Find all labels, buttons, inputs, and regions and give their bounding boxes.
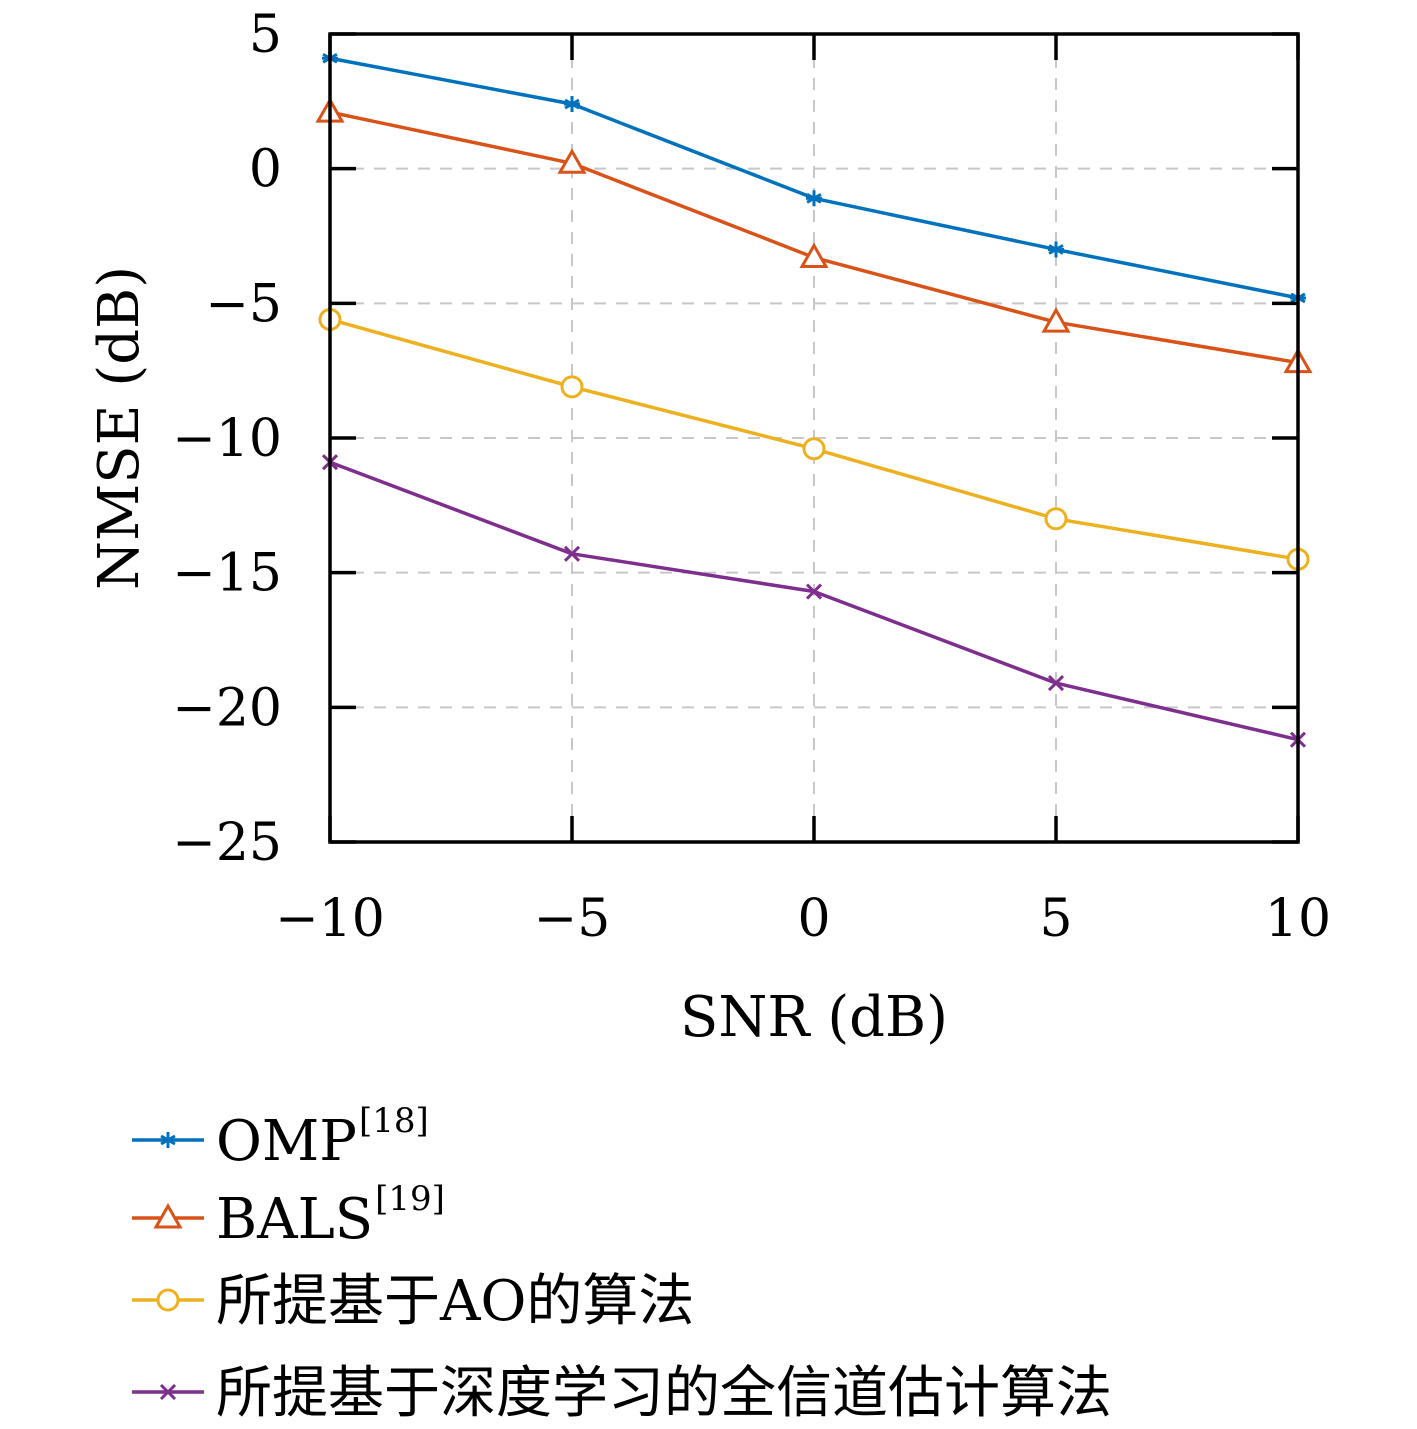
legend-item-4: 所提基于深度学习的全信道估计算法 xyxy=(132,1361,1112,1426)
data-point-series-3 xyxy=(1044,507,1068,531)
data-point-series-3 xyxy=(560,375,584,399)
legend-item-2: BALS [19] xyxy=(132,1179,445,1252)
data-point-series-2 xyxy=(799,242,829,269)
legend-reference: [19] xyxy=(375,1179,445,1219)
y-tick-label: 5 xyxy=(249,5,282,65)
data-point-series-4 xyxy=(563,545,581,562)
y-tick-label: −25 xyxy=(172,813,282,873)
tick-marks xyxy=(328,32,1300,844)
x-tick-label: −10 xyxy=(275,889,385,949)
y-tick-label: −10 xyxy=(172,409,282,469)
data-point-series-4 xyxy=(1047,675,1065,692)
tick-labels: −10 −5 0 5 10 5 0 −5 −10 −15 −20 −25 xyxy=(172,5,1331,949)
data-point-series-1 xyxy=(806,190,822,207)
y-tick-label: −5 xyxy=(205,274,282,334)
x-tick-label: −5 xyxy=(534,889,611,949)
x-tick-label: 5 xyxy=(1039,889,1072,949)
x-tick-label: 0 xyxy=(797,889,830,949)
x-tick-label: 10 xyxy=(1265,889,1331,949)
legend-marker xyxy=(159,1383,177,1401)
legend-marker xyxy=(156,1288,180,1312)
legend-label: 所提基于深度学习的全信道估计算法 xyxy=(216,1361,1112,1426)
data-point-series-3 xyxy=(802,437,826,461)
data-point-series-1 xyxy=(1048,241,1064,258)
y-tick-label: −20 xyxy=(172,678,282,738)
x-axis-title: SNR (dB) xyxy=(680,985,948,1050)
legend-item-3: 所提基于AO的算法 xyxy=(132,1269,694,1334)
y-axis-title: NMSE (dB) xyxy=(87,266,152,590)
y-tick-label: 0 xyxy=(249,140,282,200)
legend-marker xyxy=(153,1202,183,1229)
data-point-series-1 xyxy=(564,96,580,113)
data-point-series-2 xyxy=(557,148,587,174)
legend-label: OMP xyxy=(216,1109,357,1174)
y-tick-label: −15 xyxy=(172,544,282,604)
data-point-series-4 xyxy=(805,583,823,600)
legend-item-1: OMP [18] xyxy=(132,1101,429,1174)
legend-label: 所提基于AO的算法 xyxy=(216,1269,694,1334)
legend-label: BALS xyxy=(216,1187,373,1252)
legend-reference: [18] xyxy=(359,1101,429,1141)
legend-marker xyxy=(160,1132,176,1148)
data-point-series-2 xyxy=(1041,307,1071,333)
